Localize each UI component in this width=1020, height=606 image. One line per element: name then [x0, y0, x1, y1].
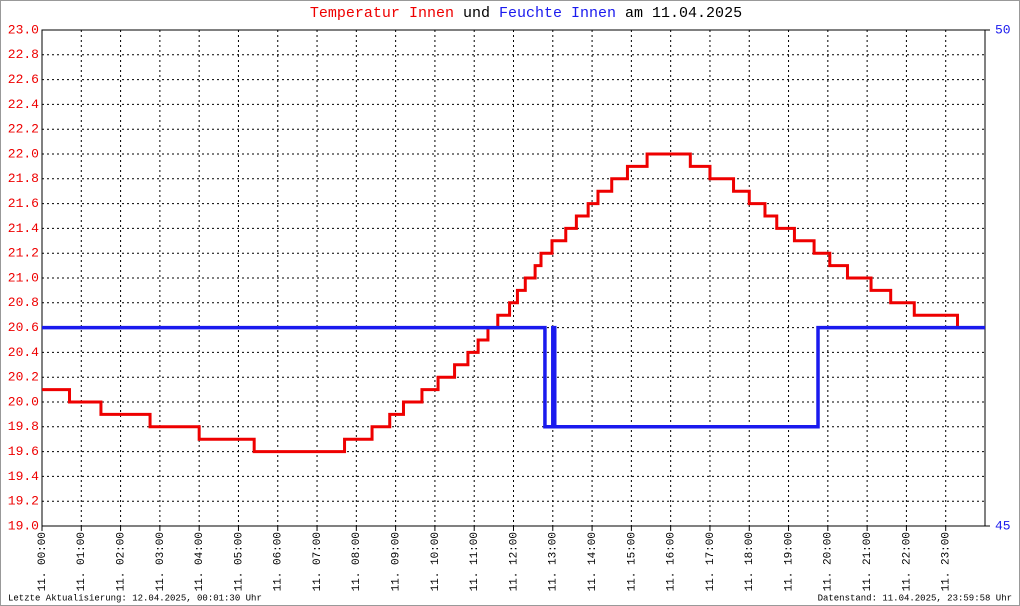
- y-tick-label: 21.6: [8, 196, 39, 211]
- title-series-2: Feuchte Innen: [499, 5, 616, 22]
- y-tick-label: 22.6: [8, 72, 39, 87]
- x-tick-label: 11. 04:00: [194, 532, 206, 591]
- y-tick-label: 21.0: [8, 270, 39, 285]
- y-tick-label: 22.2: [8, 122, 39, 137]
- y-tick-label: 22.0: [8, 146, 39, 161]
- x-tick-label: 11. 14:00: [587, 532, 599, 591]
- plot-border: [41, 29, 986, 527]
- y-tick-label: 20.6: [8, 320, 39, 335]
- y-tick-label: 20.4: [8, 345, 39, 360]
- y-tick-label: 20.0: [8, 394, 39, 409]
- x-tick-label: 11. 18:00: [744, 532, 756, 591]
- x-tick-label: 11. 00:00: [37, 532, 49, 591]
- x-tick-label: 11. 06:00: [273, 532, 285, 591]
- y-tick-label: 19.8: [8, 419, 39, 434]
- x-tick-label: 11. 12:00: [508, 532, 520, 591]
- x-tick-label: 11. 05:00: [233, 532, 245, 591]
- y2-tick-label: 50: [995, 22, 1011, 37]
- x-tick-label: 11. 23:00: [941, 532, 953, 591]
- x-tick-label: 11. 20:00: [823, 532, 835, 591]
- y-tick-label: 19.6: [8, 444, 39, 459]
- x-tick-label: 11. 21:00: [862, 532, 874, 591]
- y-tick-label: 23.0: [8, 22, 39, 37]
- y-tick-label: 19.2: [8, 494, 39, 509]
- y-tick-label: 21.4: [8, 221, 39, 236]
- y-tick-label: 22.4: [8, 97, 39, 112]
- y-tick-label: 21.2: [8, 246, 39, 261]
- x-tick-label: 11. 22:00: [901, 532, 913, 591]
- title-series-1: Temperatur Innen: [310, 5, 454, 22]
- x-tick-label: 11. 07:00: [312, 532, 324, 591]
- y-tick-label: 19.4: [8, 469, 39, 484]
- y-tick-label: 20.2: [8, 370, 39, 385]
- x-tick-label: 11. 13:00: [548, 532, 560, 591]
- x-tick-label: 11. 02:00: [115, 532, 127, 591]
- chart-title: Temperatur Innen und Feuchte Innen am 11…: [310, 5, 742, 22]
- y-tick-label: 21.8: [8, 171, 39, 186]
- title-connector: und: [463, 5, 490, 22]
- x-tick-label: 11. 10:00: [430, 532, 442, 591]
- x-tick-label: 11. 11:00: [469, 532, 481, 591]
- x-tick-label: 11. 16:00: [666, 532, 678, 591]
- x-tick-label: 11. 17:00: [705, 532, 717, 591]
- title-date: am 11.04.2025: [625, 5, 742, 22]
- y2-tick-label: 45: [995, 518, 1011, 533]
- footer-right: Datenstand: 11.04.2025, 23:59:58 Uhr: [818, 593, 1012, 603]
- series-line: [42, 325, 985, 429]
- y-tick-label: 22.8: [8, 47, 39, 62]
- y-tick-label: 20.8: [8, 295, 39, 310]
- x-tick-label: 11. 19:00: [783, 532, 795, 591]
- y-tick-label: 19.0: [8, 518, 39, 533]
- footer-left: Letzte Aktualisierung: 12.04.2025, 00:01…: [8, 593, 262, 603]
- series-line: [42, 152, 985, 454]
- x-tick-label: 11. 15:00: [626, 532, 638, 591]
- x-tick-label: 11. 08:00: [351, 532, 363, 591]
- x-tick-label: 11. 09:00: [391, 532, 403, 591]
- x-tick-label: 11. 01:00: [76, 532, 88, 591]
- x-tick-label: 11. 03:00: [155, 532, 167, 591]
